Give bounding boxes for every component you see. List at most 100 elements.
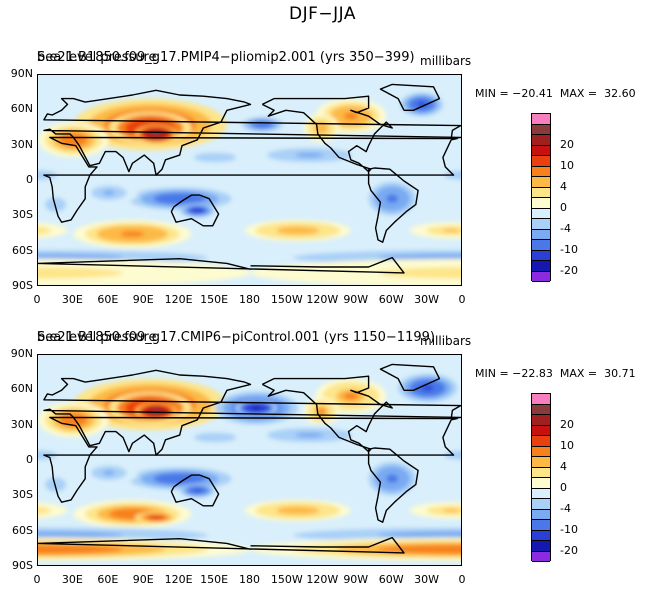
lat-tick-label: 0 <box>26 453 33 466</box>
colorbar-swatch <box>532 446 550 457</box>
colorbar-tick-label: 10 <box>560 438 574 452</box>
panel-2-title-variable: Sea level pressure <box>37 330 157 345</box>
lat-tick-label: 90S <box>12 279 33 292</box>
lon-tick-label: 150W <box>270 293 303 306</box>
lon-tick-label: 90E <box>132 573 154 586</box>
lat-tick-label: 30N <box>10 137 33 151</box>
colorbar-swatch <box>532 208 550 219</box>
coastline-6 <box>38 256 405 274</box>
colorbar-swatch <box>532 177 550 188</box>
slp-anomaly-contour-12 <box>193 209 201 212</box>
lon-tick-label: 120W <box>306 293 339 306</box>
colorbar-tick-label: 4 <box>560 179 567 193</box>
colorbar-swatch <box>532 499 550 510</box>
panel-1-colorbar <box>531 113 551 282</box>
lon-tick-label: 120E <box>164 573 193 586</box>
colorbar-swatch <box>532 394 550 405</box>
slp-anomaly-contour-22 <box>38 546 81 552</box>
colorbar-swatch <box>532 187 550 198</box>
slp-anomaly-contour-16 <box>120 231 145 237</box>
colorbar-swatch <box>532 198 550 209</box>
coastline-1 <box>367 167 419 243</box>
slp-anomaly-contour-8 <box>204 155 226 160</box>
lat-tick-label: 60N <box>10 382 33 396</box>
colorbar-swatch <box>532 250 550 261</box>
colorbar-tick-label: 10 <box>560 158 574 172</box>
colorbar-swatch <box>532 415 550 426</box>
slp-anomaly-contour-14 <box>102 470 115 476</box>
slp-anomaly-contour-18 <box>38 226 51 235</box>
panel-1-map-canvas <box>38 75 461 285</box>
colorbar-tick-label: 4 <box>560 459 567 473</box>
slp-anomaly-contour-17 <box>287 228 309 233</box>
colorbar-swatch <box>532 488 550 499</box>
colorbar-swatch <box>532 156 550 167</box>
lon-tick-label: 30E <box>61 573 83 586</box>
coastline-2 <box>43 416 458 503</box>
lon-tick-label: 30W <box>414 573 440 586</box>
panel-2-map-canvas <box>38 355 461 565</box>
colorbar-swatch <box>532 240 550 251</box>
lon-tick-label: 60W <box>378 293 404 306</box>
lon-tick-label: 120W <box>306 573 339 586</box>
colorbar-swatch <box>532 478 550 489</box>
lat-tick-label: 60N <box>10 102 33 116</box>
colorbar-tick-label: -20 <box>560 543 578 557</box>
lon-tick-label: 60E <box>97 293 119 306</box>
slp-anomaly-contour-11 <box>166 195 193 202</box>
colorbar-swatch <box>532 530 550 541</box>
slp-anomaly-contour-20 <box>38 508 43 513</box>
coastline-0 <box>261 95 393 173</box>
coastline-3 <box>43 89 461 176</box>
slp-anomaly-contour-20 <box>38 506 51 515</box>
lon-tick-label: 180 <box>239 293 260 306</box>
coastline-0 <box>261 375 393 453</box>
lon-tick-label: 150W <box>270 573 303 586</box>
lat-tick-label: 30N <box>10 417 33 431</box>
lon-tick-label: 90W <box>343 573 369 586</box>
slp-anomaly-contour-9 <box>204 435 226 440</box>
colorbar-swatch <box>532 520 550 531</box>
lon-tick-label: 90E <box>132 293 154 306</box>
coastline-5 <box>379 83 441 111</box>
colorbar-swatch <box>532 271 550 282</box>
coastline-1 <box>367 447 419 523</box>
slp-anomaly-contour-19 <box>38 255 81 260</box>
slp-anomaly-contour-13 <box>193 489 201 492</box>
coastline-3 <box>43 369 461 456</box>
slp-anomaly-contour-11 <box>453 452 461 458</box>
slp-anomaly-contour-5 <box>317 408 325 415</box>
lat-tick-label: 90N <box>10 347 33 360</box>
colorbar-swatch <box>532 114 550 125</box>
colorbar-swatch <box>532 219 550 230</box>
lat-tick-label: 60S <box>12 523 33 537</box>
lon-tick-label: 150E <box>200 573 229 586</box>
lon-tick-label: 60E <box>97 573 119 586</box>
lon-tick-label: 0 <box>33 573 41 586</box>
colorbar-swatch <box>532 124 550 135</box>
lon-tick-label: 60W <box>378 573 404 586</box>
slp-anomaly-contour-19 <box>287 508 309 513</box>
slp-anomaly-contour-7 <box>252 406 261 410</box>
coastline-6 <box>38 536 405 554</box>
colorbar-swatch <box>532 425 550 436</box>
lon-tick-label: 0 <box>458 573 466 586</box>
colorbar-tick-label: 20 <box>560 137 574 151</box>
lon-tick-label: 90W <box>343 293 369 306</box>
slp-anomaly-contour-10 <box>453 172 461 178</box>
panel-1-map <box>37 74 462 286</box>
slp-anomaly-contour-21 <box>38 533 81 538</box>
slp-anomaly-contour-20 <box>38 270 81 276</box>
lon-tick-label: 120E <box>164 293 193 306</box>
colorbar-tick-label: -20 <box>560 263 578 277</box>
colorbar-swatch <box>532 166 550 177</box>
panel-2-units-label: millibars <box>420 334 472 348</box>
figure-title: DJF−JJA <box>289 4 356 24</box>
lat-tick-label: 30S <box>12 208 33 222</box>
slp-anomaly-contour-10 <box>295 432 324 438</box>
colorbar-swatch <box>532 135 550 146</box>
panel-2-map <box>37 354 462 566</box>
slp-anomaly-contour-5 <box>317 125 325 131</box>
panel-2-colorbar <box>531 393 551 562</box>
colorbar-tick-label: 0 <box>560 200 567 214</box>
